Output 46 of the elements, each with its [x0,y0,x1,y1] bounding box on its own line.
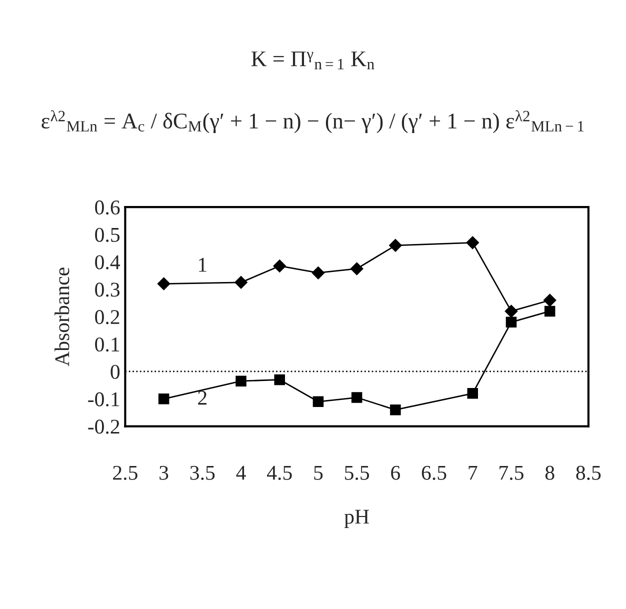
series-label: 1 [199,258,206,272]
point [506,316,517,328]
y-tick-label: 0.4 [95,255,120,270]
y-tick-label: 0 [110,364,120,379]
x-axis-title: pH [344,510,369,528]
x-tick-label: 7.5 [500,466,524,480]
y-tick-label: 0.5 [95,228,120,242]
y-tick-label: 0.1 [95,337,120,352]
point [504,304,518,318]
text: K = Π$^{γ}$$_{n=1}$ K$_{n}$ [251,52,374,70]
point [390,404,401,416]
point [234,276,248,289]
x-tick-label: 2.5 [113,466,138,480]
x-tick-label: 8.5 [576,466,601,480]
x-tick-label: 3.5 [190,466,215,480]
x-tick-label: 8 [545,466,554,480]
point [312,266,325,280]
x-tick-label: 6 [391,466,400,480]
point [350,262,364,276]
x-tick-label: 4.5 [267,466,292,480]
point [466,236,480,250]
point [351,392,362,403]
x-tick-label: 5 [314,466,323,480]
point [389,239,402,252]
x-tick-label: 7 [468,466,478,480]
y-tick-label: 0.3 [95,282,120,297]
point [312,396,324,408]
x-tick-label: 5.5 [345,466,370,480]
y-tick-label: 0.6 [95,200,120,215]
point [273,260,286,272]
y-tick-label: -0.2 [88,420,120,434]
point [467,388,478,399]
y-tick-label: 0.2 [95,310,120,324]
point [274,374,285,386]
point [157,277,170,290]
point [236,376,246,386]
x-tick-label: 6.5 [422,466,446,480]
point [544,306,556,317]
y-axis-title: Absorbance [54,268,70,366]
text: ε$^{λ2}$$_{MLn}$ = A$_{c}$ / δC$_{M}$(γ′ + 1 − n) − (n− γ′) / (γ′ + 1 − n) ε$^{λ2}$$_{MLn−1}$ [42,110,584,134]
x-tick-label: 4 [236,466,246,480]
point [543,294,556,307]
series-label: 2 [198,390,206,405]
x-tick-label: 3 [160,466,168,480]
point [158,394,170,404]
y-tick-label: -0.1 [88,392,120,406]
